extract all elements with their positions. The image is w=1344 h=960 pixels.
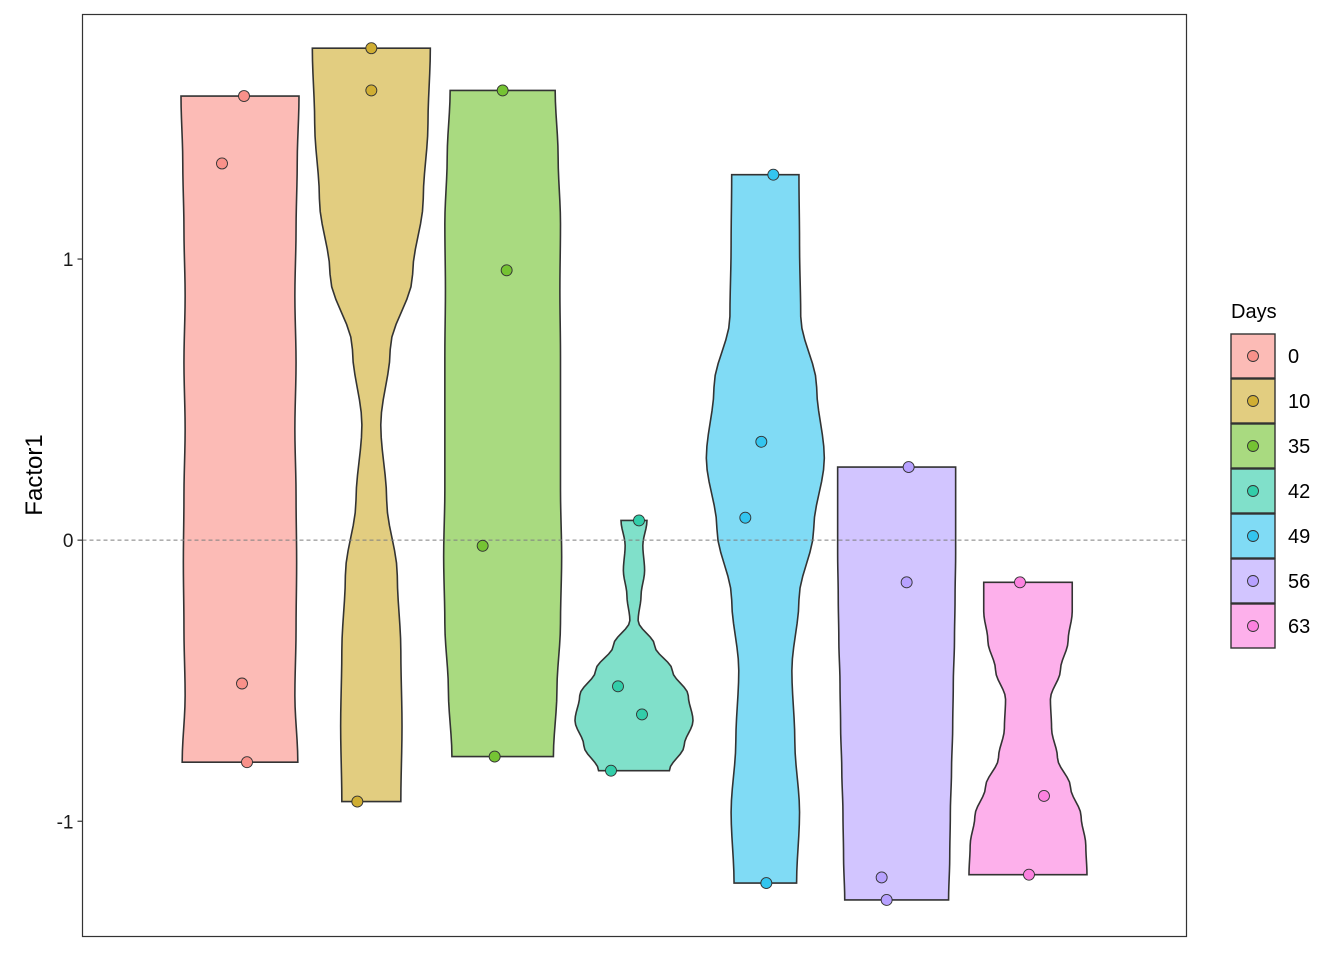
data-point-days-10 bbox=[365, 42, 378, 55]
data-point-days-35 bbox=[476, 539, 489, 552]
y-axis-title: Factor1 bbox=[21, 434, 48, 515]
data-point-days-10 bbox=[351, 795, 364, 808]
legend-label: 56 bbox=[1288, 571, 1310, 593]
data-point-days-63 bbox=[1023, 868, 1035, 881]
legend-label: 42 bbox=[1288, 481, 1310, 503]
legend-item-0: 0 bbox=[1230, 333, 1299, 379]
data-point-days-56 bbox=[880, 894, 893, 906]
legend-key-dot bbox=[1247, 350, 1259, 362]
legend-label: 49 bbox=[1288, 526, 1310, 548]
violin-days-49 bbox=[705, 173, 826, 884]
legend-label: 10 bbox=[1288, 391, 1310, 413]
data-point-days-63 bbox=[1014, 576, 1026, 589]
data-point-days-49 bbox=[767, 168, 780, 181]
data-point-days-42 bbox=[612, 680, 624, 693]
y-tick-label: 1 bbox=[63, 250, 74, 271]
legend-key bbox=[1230, 603, 1276, 649]
legend: 0 10 35 42 49 56 63 bbox=[1230, 333, 1310, 649]
y-tick-label: -1 bbox=[57, 812, 74, 833]
violin-days-35 bbox=[442, 89, 563, 758]
legend-key-dot bbox=[1247, 485, 1259, 497]
data-point-days-56 bbox=[900, 576, 913, 589]
y-axis: -1 0 1 bbox=[57, 250, 83, 833]
data-point-days-56 bbox=[875, 871, 888, 884]
data-point-days-49 bbox=[760, 877, 773, 890]
y-tick-label: 0 bbox=[63, 531, 74, 552]
data-point-days-49 bbox=[755, 435, 768, 448]
data-point-days-35 bbox=[488, 750, 501, 763]
violin-days-0 bbox=[180, 95, 300, 764]
plot-panel-border bbox=[81, 13, 1188, 938]
data-point-days-10 bbox=[365, 84, 378, 97]
violin-layer bbox=[180, 47, 1088, 901]
data-point-days-35 bbox=[500, 264, 513, 277]
legend-item-56: 56 bbox=[1230, 558, 1310, 604]
data-point-days-0 bbox=[216, 157, 228, 170]
data-point-days-35 bbox=[496, 84, 509, 97]
points-layer bbox=[216, 42, 1050, 906]
legend-label: 63 bbox=[1288, 616, 1310, 638]
legend-label: 0 bbox=[1288, 346, 1299, 368]
legend-item-35: 35 bbox=[1230, 423, 1310, 469]
data-point-days-63 bbox=[1038, 790, 1050, 802]
violin-days-56 bbox=[836, 466, 957, 901]
data-point-days-0 bbox=[236, 677, 248, 690]
violin-days-63 bbox=[968, 581, 1088, 876]
legend-key-dot bbox=[1247, 395, 1259, 407]
data-point-days-0 bbox=[238, 90, 250, 102]
violin-days-10 bbox=[311, 47, 432, 803]
legend-title: Days bbox=[1231, 301, 1277, 323]
legend-key-dot bbox=[1247, 530, 1259, 542]
legend-item-49: 49 bbox=[1230, 513, 1310, 559]
legend-key-dot bbox=[1247, 620, 1259, 632]
legend-item-10: 10 bbox=[1230, 378, 1310, 424]
data-point-days-49 bbox=[739, 511, 752, 524]
data-point-days-56 bbox=[902, 461, 915, 474]
legend-key bbox=[1230, 558, 1276, 604]
legend-key-dot bbox=[1247, 440, 1259, 452]
legend-key-dot bbox=[1247, 575, 1259, 587]
violin-days-42 bbox=[574, 519, 694, 772]
data-point-days-42 bbox=[605, 764, 617, 777]
legend-item-63: 63 bbox=[1230, 603, 1310, 649]
data-point-days-42 bbox=[633, 514, 645, 527]
data-point-days-42 bbox=[636, 708, 648, 721]
data-point-days-0 bbox=[241, 756, 253, 769]
legend-item-42: 42 bbox=[1230, 468, 1310, 514]
legend-label: 35 bbox=[1288, 436, 1310, 458]
